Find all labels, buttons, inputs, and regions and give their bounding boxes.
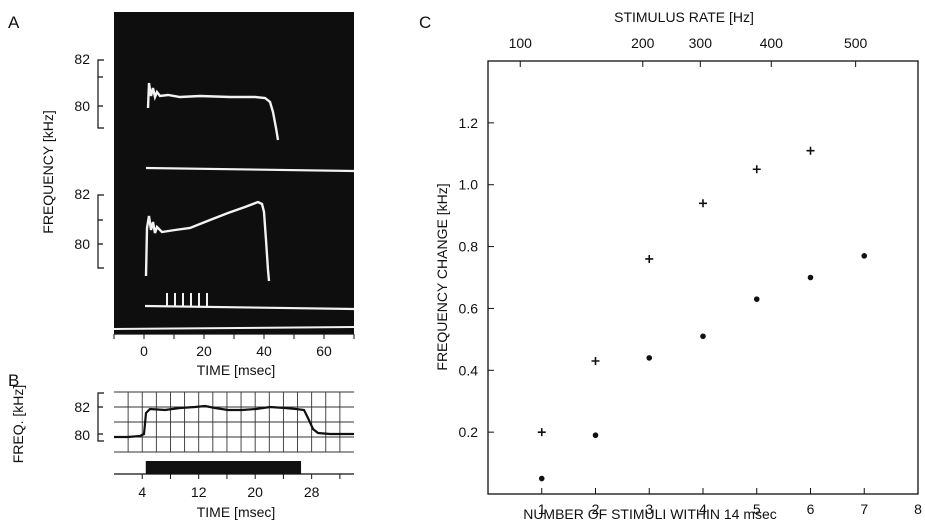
panel-c-x-tick-label: 3 [645,501,653,517]
panel-a-y-axis-title: FREQUENCY [kHz] [40,110,56,233]
lower-baseline-trace [144,304,355,311]
panel-c-y-tick-label: 0.4 [459,362,479,378]
dot-marker [753,296,760,302]
panel-c-top-tick-label: 400 [760,35,784,51]
panel-b-x-tick-label: 4 [138,484,146,500]
panel-b-x-axis: 4 12 20 28 [138,474,341,500]
panel-b-tick-82: 82 [74,399,90,415]
dot-marker [700,333,706,340]
panel-b-label: B [8,371,19,390]
panel-a-x-tick-label: 40 [256,343,272,359]
panel-b-tick-80: 80 [74,427,90,443]
dot-marker [861,253,868,259]
panel-a: A FREQUENCY [kHz] 82 80 82 80 0 20 40 60 TI… [8,12,355,378]
panel-c-top-tick-label: 200 [631,35,655,51]
panel-c-y-tick-label: 1.0 [459,177,479,193]
panel-a-x-tick-label: 20 [196,343,212,359]
panel-c-y-tick-label: 0.6 [459,300,479,316]
panel-b-x-tick-label: 12 [191,484,207,500]
panel-b-x-tick-label: 20 [247,484,263,500]
dot-marker [807,274,814,281]
dot-marker [538,475,545,482]
plus-marker [752,165,761,174]
panel-b-y-axis-title: FREQ. [kHz] [10,385,26,464]
plus-marker [537,428,546,437]
stimulus-marks [166,293,208,306]
plus-marker [699,199,707,208]
plus-marker [806,146,815,155]
panel-c-y-axis-title: FREQUENCY CHANGE [kHz] [434,183,450,370]
panel-c-x-tick-label: 4 [699,501,707,517]
panel-a-label: A [8,13,20,32]
panel-c-top-tick-label: 500 [844,35,868,51]
panel-a-lower-tick-82: 82 [74,186,90,202]
panel-a-x-axis-title: TIME [msec] [197,362,276,378]
panel-b-y-axis [97,392,104,442]
panel-a-x-tick-label: 0 [140,343,148,359]
panel-c-plot-frame [487,60,919,495]
dot-marker [592,432,599,439]
dot-marker [646,355,653,361]
lower-frequency-trace [144,200,271,282]
panel-a-lower-tick-80: 80 [74,236,90,252]
panel-c-top-tick-label: 100 [509,35,533,51]
panel-c-x-tick-label: 1 [538,501,546,517]
panel-a-lower-y-axis [97,194,104,269]
panel-b: B FREQ. [kHz] 82 80 4 12 20 28 TIME [msec] [8,371,354,520]
panel-a-upper-tick-80: 80 [74,98,90,114]
panel-c-x-tick-label: 8 [914,501,922,517]
panel-b-x-tick-label: 28 [304,484,320,500]
panel-c-x-tick-label: 7 [860,501,868,517]
panel-c-top-tick-label: 300 [689,35,713,51]
panel-c-top-axis-title: STIMULUS RATE [Hz] [614,9,754,25]
panel-b-x-axis-title: TIME [msec] [197,504,276,520]
panel-a-upper-tick-82: 82 [74,51,90,67]
panel-a-x-axis: 0 20 40 60 [113,333,355,359]
oscillogram-background [114,12,354,334]
panel-c-x-tick-label: 6 [807,501,815,517]
panel-c-data-points [537,146,868,482]
panel-c-x-axis-title: NUMBER OF STIMULI WITHIN 14 msec [523,506,777,522]
oscillogram-bottom-trace [113,326,355,330]
upper-baseline-trace [145,166,355,173]
panel-b-stimulus-bar [145,461,302,474]
panel-b-grid [114,391,354,453]
panel-c-label: C [419,13,431,32]
panel-c-y-tick-label: 0.8 [459,239,479,255]
panel-c-axes: 1 2 3 4 5 6 7 8 0.2 0.4 0.6 0.8 1.0 1.2 100 200 300 400 50… [459,35,923,517]
panel-b-frequency-trace [114,404,354,439]
upper-frequency-trace [146,82,280,141]
panel-c: C STIMULUS RATE [Hz] FREQUENCY CHANGE [k… [419,9,922,522]
panel-a-x-tick-label: 60 [316,343,332,359]
panel-c-y-tick-label: 1.2 [459,115,479,131]
plus-marker [645,254,654,263]
plus-marker [591,357,600,366]
panel-c-x-tick-label: 5 [753,501,761,517]
panel-c-x-tick-label: 2 [592,501,600,517]
panel-a-upper-y-axis [97,59,104,129]
panel-c-y-tick-label: 0.2 [459,424,479,440]
